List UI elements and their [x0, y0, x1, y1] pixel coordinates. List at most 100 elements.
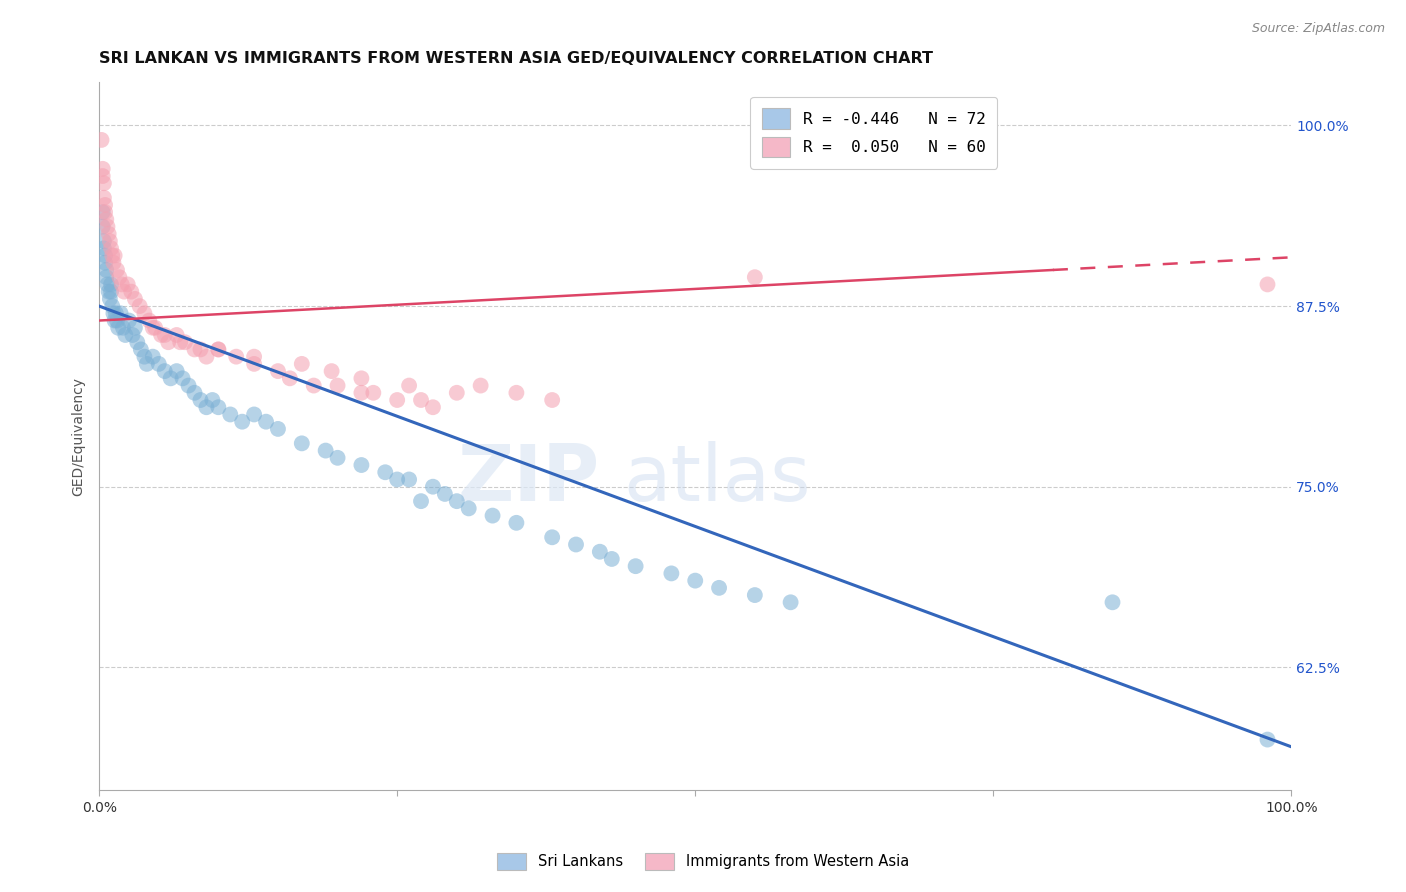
Point: [96, 212, 118, 227]
Point: [267, 422, 290, 436]
Y-axis label: GED/Equivalency: GED/Equivalency: [72, 376, 86, 496]
Point: [183, 385, 205, 400]
Point: [624, 559, 647, 574]
Point: [94, 248, 117, 262]
Point: [157, 335, 180, 350]
Point: [118, 313, 141, 327]
Point: [707, 581, 730, 595]
Point: [150, 328, 173, 343]
Point: [169, 335, 191, 350]
Point: [135, 357, 157, 371]
Point: [1256, 732, 1278, 747]
Point: [177, 378, 200, 392]
Point: [100, 285, 122, 299]
Point: [103, 256, 125, 270]
Point: [350, 458, 373, 472]
Point: [97, 285, 120, 299]
Point: [409, 392, 432, 407]
Point: [93, 176, 115, 190]
Point: [105, 263, 128, 277]
Point: [100, 277, 122, 292]
Point: [93, 191, 115, 205]
Point: [117, 277, 139, 292]
Point: [174, 335, 197, 350]
Point: [114, 328, 136, 343]
Point: [93, 234, 115, 248]
Point: [134, 350, 156, 364]
Point: [541, 530, 564, 544]
Point: [457, 501, 479, 516]
Point: [1101, 595, 1123, 609]
Point: [183, 343, 205, 357]
Point: [101, 299, 124, 313]
Point: [744, 270, 766, 285]
Point: [470, 378, 492, 392]
Point: [446, 494, 468, 508]
Point: [683, 574, 706, 588]
Point: [207, 343, 229, 357]
Point: [302, 378, 325, 392]
Point: [142, 350, 165, 364]
Point: [1256, 277, 1278, 292]
Point: [315, 443, 337, 458]
Point: [98, 292, 121, 306]
Point: [779, 595, 801, 609]
Point: [153, 328, 176, 343]
Point: [96, 263, 118, 277]
Point: [422, 401, 444, 415]
Point: [398, 473, 420, 487]
Point: [97, 227, 120, 241]
Point: [91, 169, 114, 183]
Point: [124, 320, 146, 334]
Point: [326, 378, 349, 392]
Point: [350, 371, 373, 385]
Point: [90, 133, 112, 147]
Point: [267, 364, 290, 378]
Legend: Sri Lankans, Immigrants from Western Asia: Sri Lankans, Immigrants from Western Asi…: [491, 847, 915, 876]
Point: [103, 306, 125, 320]
Point: [153, 364, 176, 378]
Point: [600, 552, 623, 566]
Point: [111, 277, 134, 292]
Point: [409, 494, 432, 508]
Text: atlas: atlas: [624, 441, 811, 516]
Point: [278, 371, 301, 385]
Point: [243, 408, 266, 422]
Point: [243, 350, 266, 364]
Point: [350, 385, 373, 400]
Point: [172, 371, 194, 385]
Point: [143, 320, 166, 334]
Text: SRI LANKAN VS IMMIGRANTS FROM WESTERN ASIA GED/EQUIVALENCY CORRELATION CHART: SRI LANKAN VS IMMIGRANTS FROM WESTERN AS…: [100, 51, 934, 66]
Point: [112, 285, 135, 299]
Point: [326, 450, 349, 465]
Point: [120, 285, 142, 299]
Point: [291, 357, 314, 371]
Point: [385, 473, 408, 487]
Point: [98, 234, 121, 248]
Point: [505, 516, 527, 530]
Point: [96, 277, 118, 292]
Point: [166, 364, 188, 378]
Point: [207, 401, 229, 415]
Point: [110, 306, 132, 320]
Point: [148, 357, 170, 371]
Point: [159, 371, 181, 385]
Text: Source: ZipAtlas.com: Source: ZipAtlas.com: [1251, 22, 1385, 36]
Point: [195, 350, 218, 364]
Point: [134, 306, 156, 320]
Point: [96, 219, 118, 234]
Point: [91, 161, 114, 176]
Point: [589, 545, 612, 559]
Point: [104, 306, 127, 320]
Point: [124, 292, 146, 306]
Point: [398, 378, 420, 392]
Point: [91, 205, 114, 219]
Point: [105, 313, 128, 327]
Point: [111, 320, 134, 334]
Point: [481, 508, 503, 523]
Point: [363, 385, 385, 400]
Point: [190, 343, 212, 357]
Point: [254, 415, 277, 429]
Point: [128, 299, 150, 313]
Point: [190, 392, 212, 407]
